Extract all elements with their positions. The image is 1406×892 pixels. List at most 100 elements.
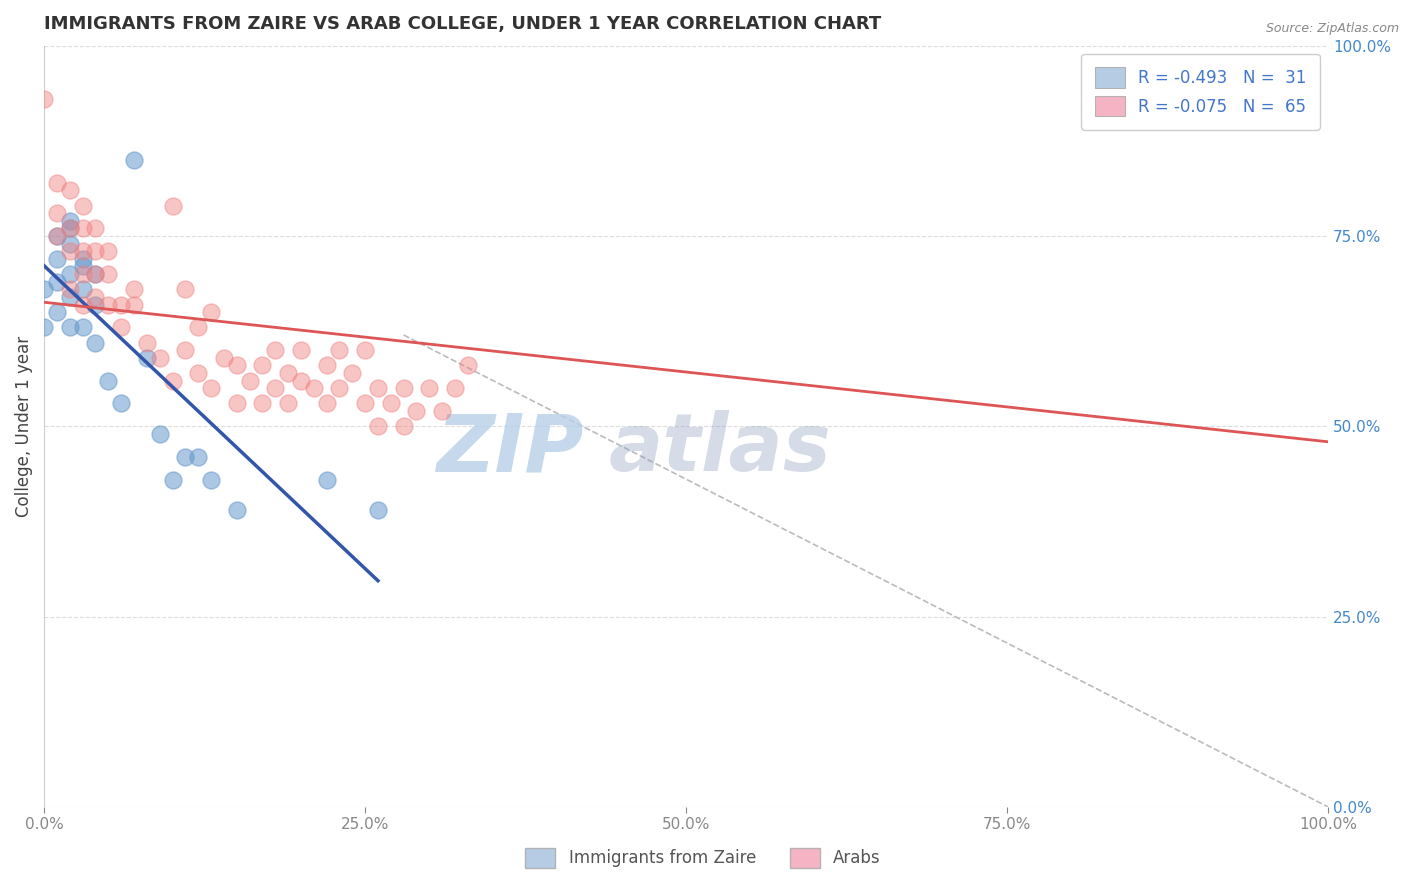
Point bbox=[59, 221, 82, 235]
Point bbox=[84, 297, 107, 311]
Point bbox=[110, 320, 132, 334]
Point bbox=[32, 320, 55, 334]
Point bbox=[315, 396, 337, 410]
Point bbox=[328, 343, 350, 358]
Point bbox=[97, 297, 120, 311]
Point bbox=[418, 381, 440, 395]
Point bbox=[122, 297, 145, 311]
Point bbox=[72, 244, 94, 259]
Point bbox=[135, 335, 157, 350]
Point bbox=[59, 221, 82, 235]
Point bbox=[367, 503, 389, 517]
Point bbox=[72, 260, 94, 274]
Point bbox=[174, 343, 197, 358]
Point bbox=[225, 503, 247, 517]
Point bbox=[46, 229, 69, 244]
Point bbox=[46, 252, 69, 266]
Point bbox=[290, 374, 312, 388]
Point bbox=[315, 359, 337, 373]
Point bbox=[187, 320, 209, 334]
Point bbox=[110, 297, 132, 311]
Point bbox=[97, 267, 120, 281]
Legend: R = -0.493   N =  31, R = -0.075   N =  65: R = -0.493 N = 31, R = -0.075 N = 65 bbox=[1081, 54, 1320, 129]
Text: atlas: atlas bbox=[609, 410, 832, 488]
Point bbox=[59, 267, 82, 281]
Point bbox=[162, 473, 184, 487]
Point bbox=[59, 320, 82, 334]
Point bbox=[354, 396, 377, 410]
Point bbox=[200, 305, 222, 319]
Point bbox=[46, 206, 69, 220]
Y-axis label: College, Under 1 year: College, Under 1 year bbox=[15, 335, 32, 516]
Point bbox=[380, 396, 402, 410]
Point bbox=[430, 404, 453, 418]
Point bbox=[149, 351, 172, 365]
Point bbox=[149, 426, 172, 441]
Point bbox=[342, 366, 364, 380]
Text: ZIP: ZIP bbox=[436, 410, 583, 488]
Point bbox=[174, 450, 197, 464]
Point bbox=[200, 381, 222, 395]
Point bbox=[174, 282, 197, 296]
Point bbox=[84, 335, 107, 350]
Point bbox=[252, 359, 274, 373]
Point bbox=[59, 290, 82, 304]
Point bbox=[238, 374, 260, 388]
Text: IMMIGRANTS FROM ZAIRE VS ARAB COLLEGE, UNDER 1 YEAR CORRELATION CHART: IMMIGRANTS FROM ZAIRE VS ARAB COLLEGE, U… bbox=[44, 15, 882, 33]
Point bbox=[84, 267, 107, 281]
Point bbox=[72, 267, 94, 281]
Point bbox=[59, 236, 82, 251]
Point bbox=[72, 252, 94, 266]
Point bbox=[84, 290, 107, 304]
Point bbox=[122, 282, 145, 296]
Point bbox=[1215, 62, 1237, 76]
Point bbox=[315, 473, 337, 487]
Point bbox=[84, 244, 107, 259]
Point bbox=[392, 381, 415, 395]
Point bbox=[212, 351, 235, 365]
Point bbox=[72, 320, 94, 334]
Point bbox=[405, 404, 427, 418]
Text: Source: ZipAtlas.com: Source: ZipAtlas.com bbox=[1265, 22, 1399, 36]
Point bbox=[302, 381, 325, 395]
Point bbox=[367, 419, 389, 434]
Point bbox=[277, 366, 299, 380]
Point bbox=[122, 153, 145, 167]
Point bbox=[59, 213, 82, 227]
Point bbox=[444, 381, 467, 395]
Point bbox=[135, 351, 157, 365]
Point bbox=[264, 381, 287, 395]
Point bbox=[32, 92, 55, 106]
Point bbox=[110, 396, 132, 410]
Point bbox=[200, 473, 222, 487]
Point bbox=[187, 450, 209, 464]
Point bbox=[162, 198, 184, 212]
Point bbox=[46, 176, 69, 190]
Point bbox=[46, 305, 69, 319]
Point bbox=[46, 229, 69, 244]
Point bbox=[252, 396, 274, 410]
Point bbox=[72, 282, 94, 296]
Legend: Immigrants from Zaire, Arabs: Immigrants from Zaire, Arabs bbox=[519, 841, 887, 875]
Point bbox=[457, 359, 479, 373]
Point bbox=[72, 297, 94, 311]
Point bbox=[354, 343, 377, 358]
Point bbox=[84, 221, 107, 235]
Point bbox=[367, 381, 389, 395]
Point bbox=[162, 374, 184, 388]
Point bbox=[59, 183, 82, 197]
Point bbox=[225, 396, 247, 410]
Point bbox=[225, 359, 247, 373]
Point bbox=[328, 381, 350, 395]
Point bbox=[187, 366, 209, 380]
Point bbox=[32, 282, 55, 296]
Point bbox=[277, 396, 299, 410]
Point bbox=[46, 275, 69, 289]
Point bbox=[59, 244, 82, 259]
Point bbox=[84, 267, 107, 281]
Point bbox=[264, 343, 287, 358]
Point bbox=[290, 343, 312, 358]
Point bbox=[97, 374, 120, 388]
Point bbox=[392, 419, 415, 434]
Point bbox=[72, 198, 94, 212]
